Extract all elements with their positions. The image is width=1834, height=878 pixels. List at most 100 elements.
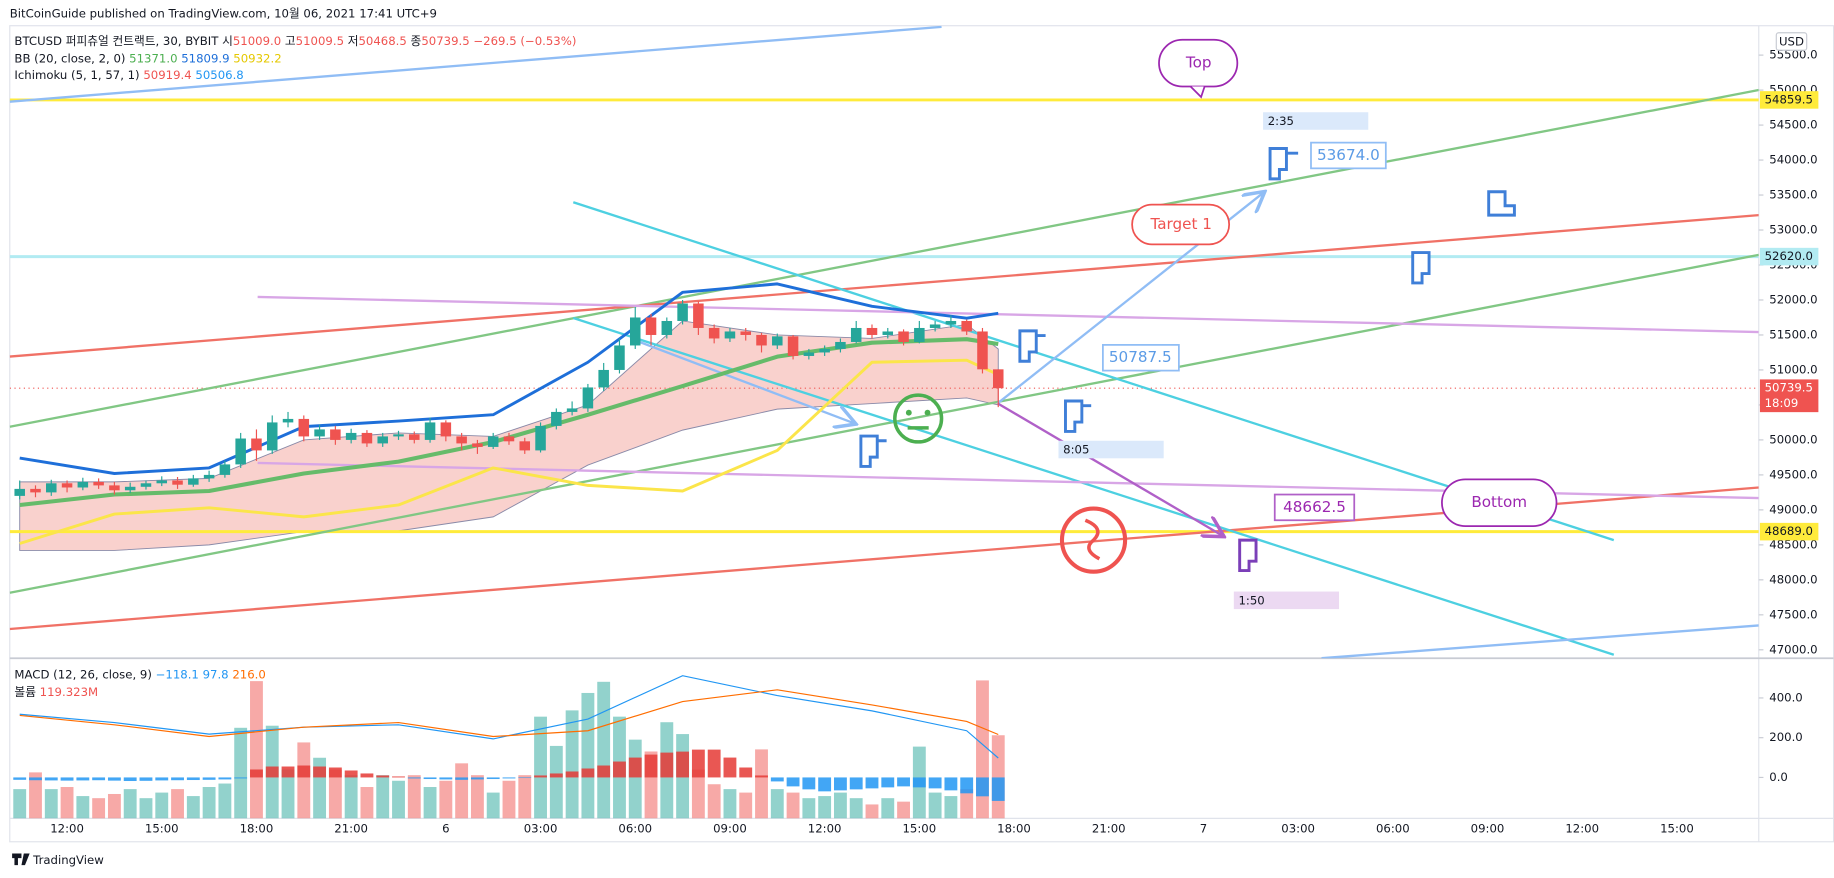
macd-tick-label: 0.0: [1769, 770, 1788, 784]
macd-histogram-bar: [518, 777, 532, 779]
smiley-eye: [905, 409, 912, 416]
macd-histogram-bar: [960, 777, 974, 794]
volume-bar: [849, 798, 863, 819]
y-tick-label: 54500.0: [1769, 118, 1817, 132]
y-tick-label: 47500.0: [1769, 607, 1817, 621]
price-callout: [1310, 141, 1387, 170]
candle-body: [787, 336, 799, 356]
volume-bar: [755, 749, 768, 819]
volume-bar: [518, 775, 532, 819]
horizontal-lines: [9, 98, 1759, 534]
x-tick-label: 18:00: [240, 821, 274, 835]
volume-bar: [818, 796, 832, 819]
macd-histogram-bar: [723, 757, 737, 778]
macd-histogram-bar: [76, 777, 90, 781]
volume-bar: [944, 796, 958, 819]
x-tick-label: 21:00: [334, 821, 368, 835]
macd-histogram-bar: [470, 777, 484, 780]
macd-histogram-bar: [991, 777, 1005, 801]
candle-body: [819, 348, 830, 353]
macd-histogram-bar: [534, 775, 547, 778]
macd-histogram-bar: [186, 777, 200, 781]
macd-value: 216.0: [232, 667, 265, 681]
macd-line: [19, 675, 999, 759]
price-countdown: 18:09: [1765, 396, 1799, 410]
macd-histogram-bar: [976, 777, 989, 797]
candle-body: [14, 488, 25, 496]
candle-body: [140, 483, 152, 487]
macd-layer: [13, 675, 1005, 819]
volume-bar: [534, 716, 547, 819]
volume-bar: [76, 796, 90, 819]
candle-body: [914, 327, 925, 342]
axes: 47000.0 47500.0 48000.0 48500.0 49000.0 49500…: [50, 48, 1819, 835]
volume-bar: [581, 692, 595, 819]
macd-histogram-bar: [423, 777, 437, 780]
macd-histogram-bar: [628, 757, 642, 778]
macd-histogram-bar: [250, 769, 263, 778]
candle-body: [551, 411, 562, 426]
price-callout-text: 50787.5: [1109, 348, 1172, 366]
candle-body: [929, 324, 941, 328]
candle-body: [203, 474, 215, 479]
candle-body: [882, 331, 894, 335]
volume-bar: [13, 789, 27, 819]
legends: BTCUSD 퍼피츄얼 컨트랙트, 30, BYBIT 시51009.0 고51…: [14, 32, 1808, 699]
macd-histogram-bar: [392, 776, 405, 778]
macd-histogram-bar: [818, 777, 832, 792]
y-tick-label: 49500.0: [1769, 467, 1817, 481]
smiley-eye: [924, 409, 931, 416]
macd-histogram-bar: [928, 777, 942, 789]
macd-histogram-bar: [155, 777, 169, 781]
hand-icon: [1411, 251, 1431, 285]
candle-body: [992, 369, 1004, 389]
footer: TradingView: [12, 853, 104, 867]
price-label: 52620.0: [1765, 249, 1813, 263]
price-label-box: [1759, 522, 1819, 541]
volume-bar: [770, 789, 784, 819]
macd-histogram-bar: [313, 766, 327, 778]
candle-body: [93, 481, 104, 486]
volume-bar: [723, 789, 737, 819]
macd-histogram-bar: [29, 777, 42, 781]
macd-histogram-bar: [265, 766, 279, 778]
candle-body: [740, 331, 751, 335]
macd-histogram-bar: [581, 768, 595, 778]
hand-icon: [859, 434, 887, 468]
price-callout: [1273, 493, 1356, 522]
hand-icon: [1238, 538, 1258, 572]
macd-histogram-bar: [202, 777, 216, 780]
volume-bar: [802, 798, 816, 819]
macd-tick-label: 200.0: [1769, 730, 1802, 744]
candle-body: [756, 334, 767, 346]
macd-histogram-bar: [328, 767, 342, 778]
candle-body: [835, 341, 846, 349]
price-label-box: [1759, 379, 1819, 413]
volume-bar: [202, 787, 216, 819]
candle-body: [693, 303, 704, 328]
callout-text: Top: [1185, 54, 1212, 72]
volume-bar: [360, 787, 374, 819]
candle-body: [772, 336, 783, 346]
candle-body: [219, 464, 231, 475]
volume-bar: [502, 780, 516, 819]
volume-bar: [833, 792, 847, 819]
candle-body: [677, 303, 688, 321]
time-range-text: 8:05: [1063, 443, 1089, 457]
x-tick-label: 21:00: [1092, 821, 1126, 835]
ohlc-value: 50468.5: [359, 33, 407, 47]
candle-body: [945, 320, 957, 325]
candle-body: [172, 480, 183, 485]
arrow: [631, 337, 854, 423]
volume-bar: [786, 792, 800, 819]
volume-bar: [344, 775, 358, 819]
price-label-box: [1759, 91, 1819, 109]
volume-bar: [470, 775, 484, 819]
macd-histogram-bar: [849, 777, 863, 790]
time-range: [1058, 440, 1164, 459]
x-tick-label: 15:00: [1660, 821, 1694, 835]
volume-bar: [628, 739, 642, 819]
annotations: Top Target 1 Bottom 53674.0 50787.5 4866…: [859, 38, 1558, 610]
candle-body: [266, 422, 278, 451]
